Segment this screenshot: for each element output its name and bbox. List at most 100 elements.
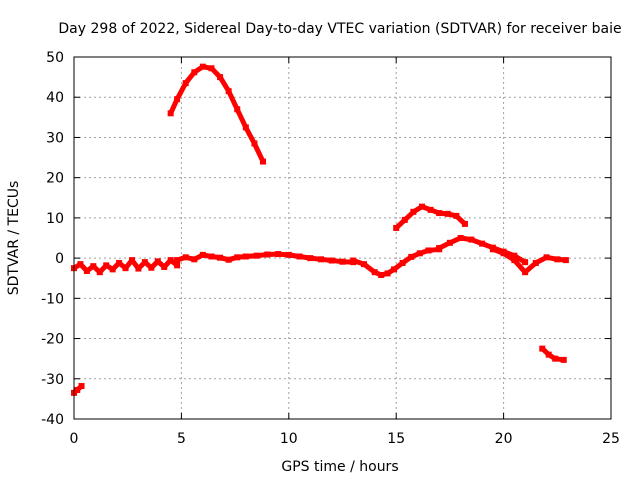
data-point [234,254,241,261]
data-point [128,257,135,264]
grid [74,57,611,419]
data-point [401,216,408,223]
data-point [264,251,271,258]
data-point [199,63,206,70]
data-point [468,236,475,243]
y-tick-label: -20 [41,332,64,348]
data-point [418,203,425,210]
data-point [135,265,142,272]
data-point [154,258,161,265]
data-point [371,269,378,276]
x-tick-label: 10 [280,431,298,447]
data-point [148,264,155,271]
data-point [174,96,181,103]
ticks: 0 5 10 15 20 25 -40 -30 -20 -10 0 10 20 30 40 50 [41,50,620,447]
data-point [122,265,129,272]
data-point [350,257,357,264]
data-point [260,158,267,165]
data-point [427,206,434,213]
data-point [539,345,546,352]
x-tick-label: 25 [602,431,620,447]
data-point [436,245,443,252]
data-point [225,88,232,95]
data-point [242,124,249,131]
data-point [479,240,486,247]
y-tick-label: -10 [41,291,64,307]
data-point [225,256,232,263]
data-point [511,252,518,259]
data-point [217,254,224,261]
data-point [453,212,460,219]
data-point [446,239,453,246]
data-point [174,262,181,269]
data-point [545,351,552,358]
y-tick-label: 0 [55,251,64,267]
x-tick-label: 5 [177,431,186,447]
data-point [384,270,391,277]
data-point [83,267,90,274]
data-point [391,266,398,273]
data-point [532,259,539,266]
data-point [275,251,282,258]
data-point [416,250,423,257]
chart-title: Day 298 of 2022, Sidereal Day-to-day VTE… [58,21,621,37]
data-point [167,110,174,117]
data-point [90,263,97,270]
data-point [489,246,496,253]
data-point [182,254,189,261]
data-point [543,254,550,261]
data-point [296,253,303,260]
data-point [74,387,81,394]
data-point [141,259,148,266]
data-point [285,251,292,258]
data-point [552,355,559,362]
data-point [522,259,529,266]
data-point [307,255,314,262]
data-point [318,256,325,263]
data-point [191,69,198,76]
data-point [182,80,189,87]
y-tick-label: -40 [41,412,64,428]
data-point [500,250,507,257]
y-tick-label: 10 [46,211,64,227]
data-point [378,272,385,279]
data-point [103,262,110,269]
data-point [77,261,84,268]
data-point [208,65,215,72]
data-point [457,235,464,241]
data-point [444,210,451,217]
y-axis-label: SDTVAR / TECUs [6,181,22,296]
data-point [251,140,258,147]
series-layer [71,63,569,396]
plot-frame [73,56,612,420]
series-segment-late-negative [539,346,567,363]
x-axis-label: GPS time / hours [281,459,398,475]
data-point [410,208,417,215]
data-point [436,210,443,217]
x-tick-label: 15 [387,431,405,447]
data-point [174,257,181,264]
y-tick-label: -30 [41,372,64,388]
data-point [109,266,116,273]
data-point [554,256,561,263]
data-point [560,356,567,363]
data-point [339,258,346,265]
x-tick-label: 0 [70,431,79,447]
data-point [96,269,103,276]
data-point [78,383,85,390]
data-point [511,257,518,264]
data-point [191,256,198,263]
data-point [562,257,569,264]
x-tick-label: 20 [495,431,513,447]
data-point [167,257,174,264]
data-point [242,253,249,260]
data-point [116,259,123,266]
data-point [408,253,415,260]
data-point [522,269,529,276]
data-point [234,106,241,113]
y-tick-label: 30 [46,130,64,146]
y-tick-label: 40 [46,90,64,106]
y-tick-label: 20 [46,171,64,187]
data-point [393,224,400,231]
data-point [217,74,224,81]
